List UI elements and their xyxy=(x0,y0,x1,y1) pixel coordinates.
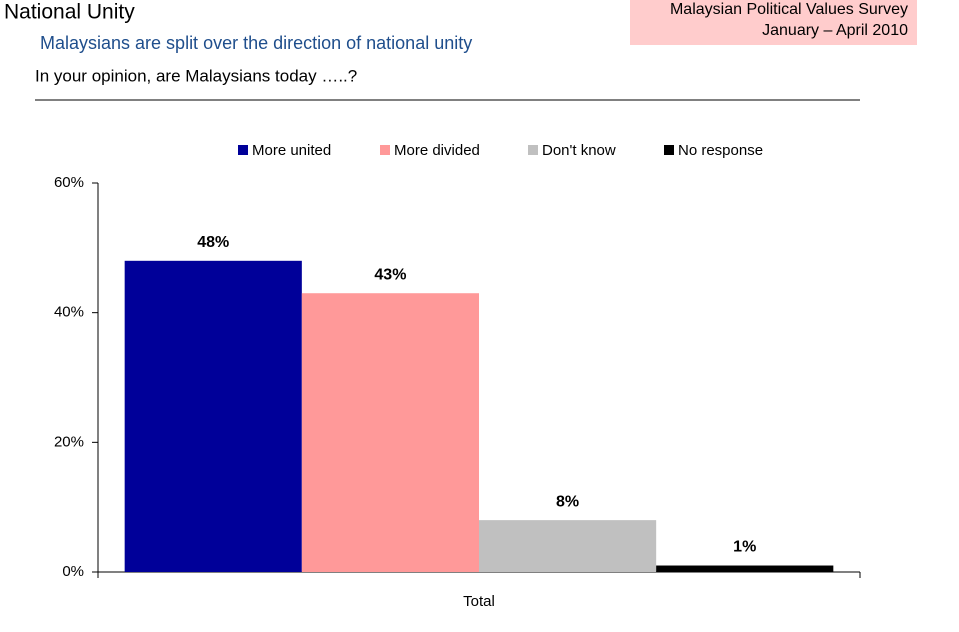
y-tick-label: 20% xyxy=(54,433,84,450)
legend-label: More divided xyxy=(394,142,480,159)
legend-swatch xyxy=(664,145,674,155)
x-tick-label: Total xyxy=(463,593,495,610)
bar xyxy=(479,520,657,572)
y-tick-label: 40% xyxy=(54,304,84,321)
legend-swatch xyxy=(238,145,248,155)
bar xyxy=(124,260,302,572)
legend-label: Don't know xyxy=(542,142,616,159)
legend-swatch xyxy=(528,145,538,155)
slide-subtitle: Malaysians are split over the direction … xyxy=(40,33,472,53)
value-label: 48% xyxy=(197,234,229,251)
legend-swatch xyxy=(380,145,390,155)
bar xyxy=(301,293,479,572)
value-label: 8% xyxy=(556,493,579,510)
bar xyxy=(656,565,834,572)
y-tick-label: 0% xyxy=(62,563,84,580)
slide-title: National Unity xyxy=(4,1,135,24)
value-label: 1% xyxy=(733,539,756,556)
y-tick-label: 60% xyxy=(54,174,84,191)
survey-box xyxy=(630,0,917,45)
survey-period: January – April 2010 xyxy=(762,22,908,39)
legend-label: No response xyxy=(678,142,763,159)
legend-label: More united xyxy=(252,142,331,159)
value-label: 43% xyxy=(374,266,406,283)
survey-name: Malaysian Political Values Survey xyxy=(670,1,908,18)
question: In your opinion, are Malaysians today ….… xyxy=(35,66,357,85)
